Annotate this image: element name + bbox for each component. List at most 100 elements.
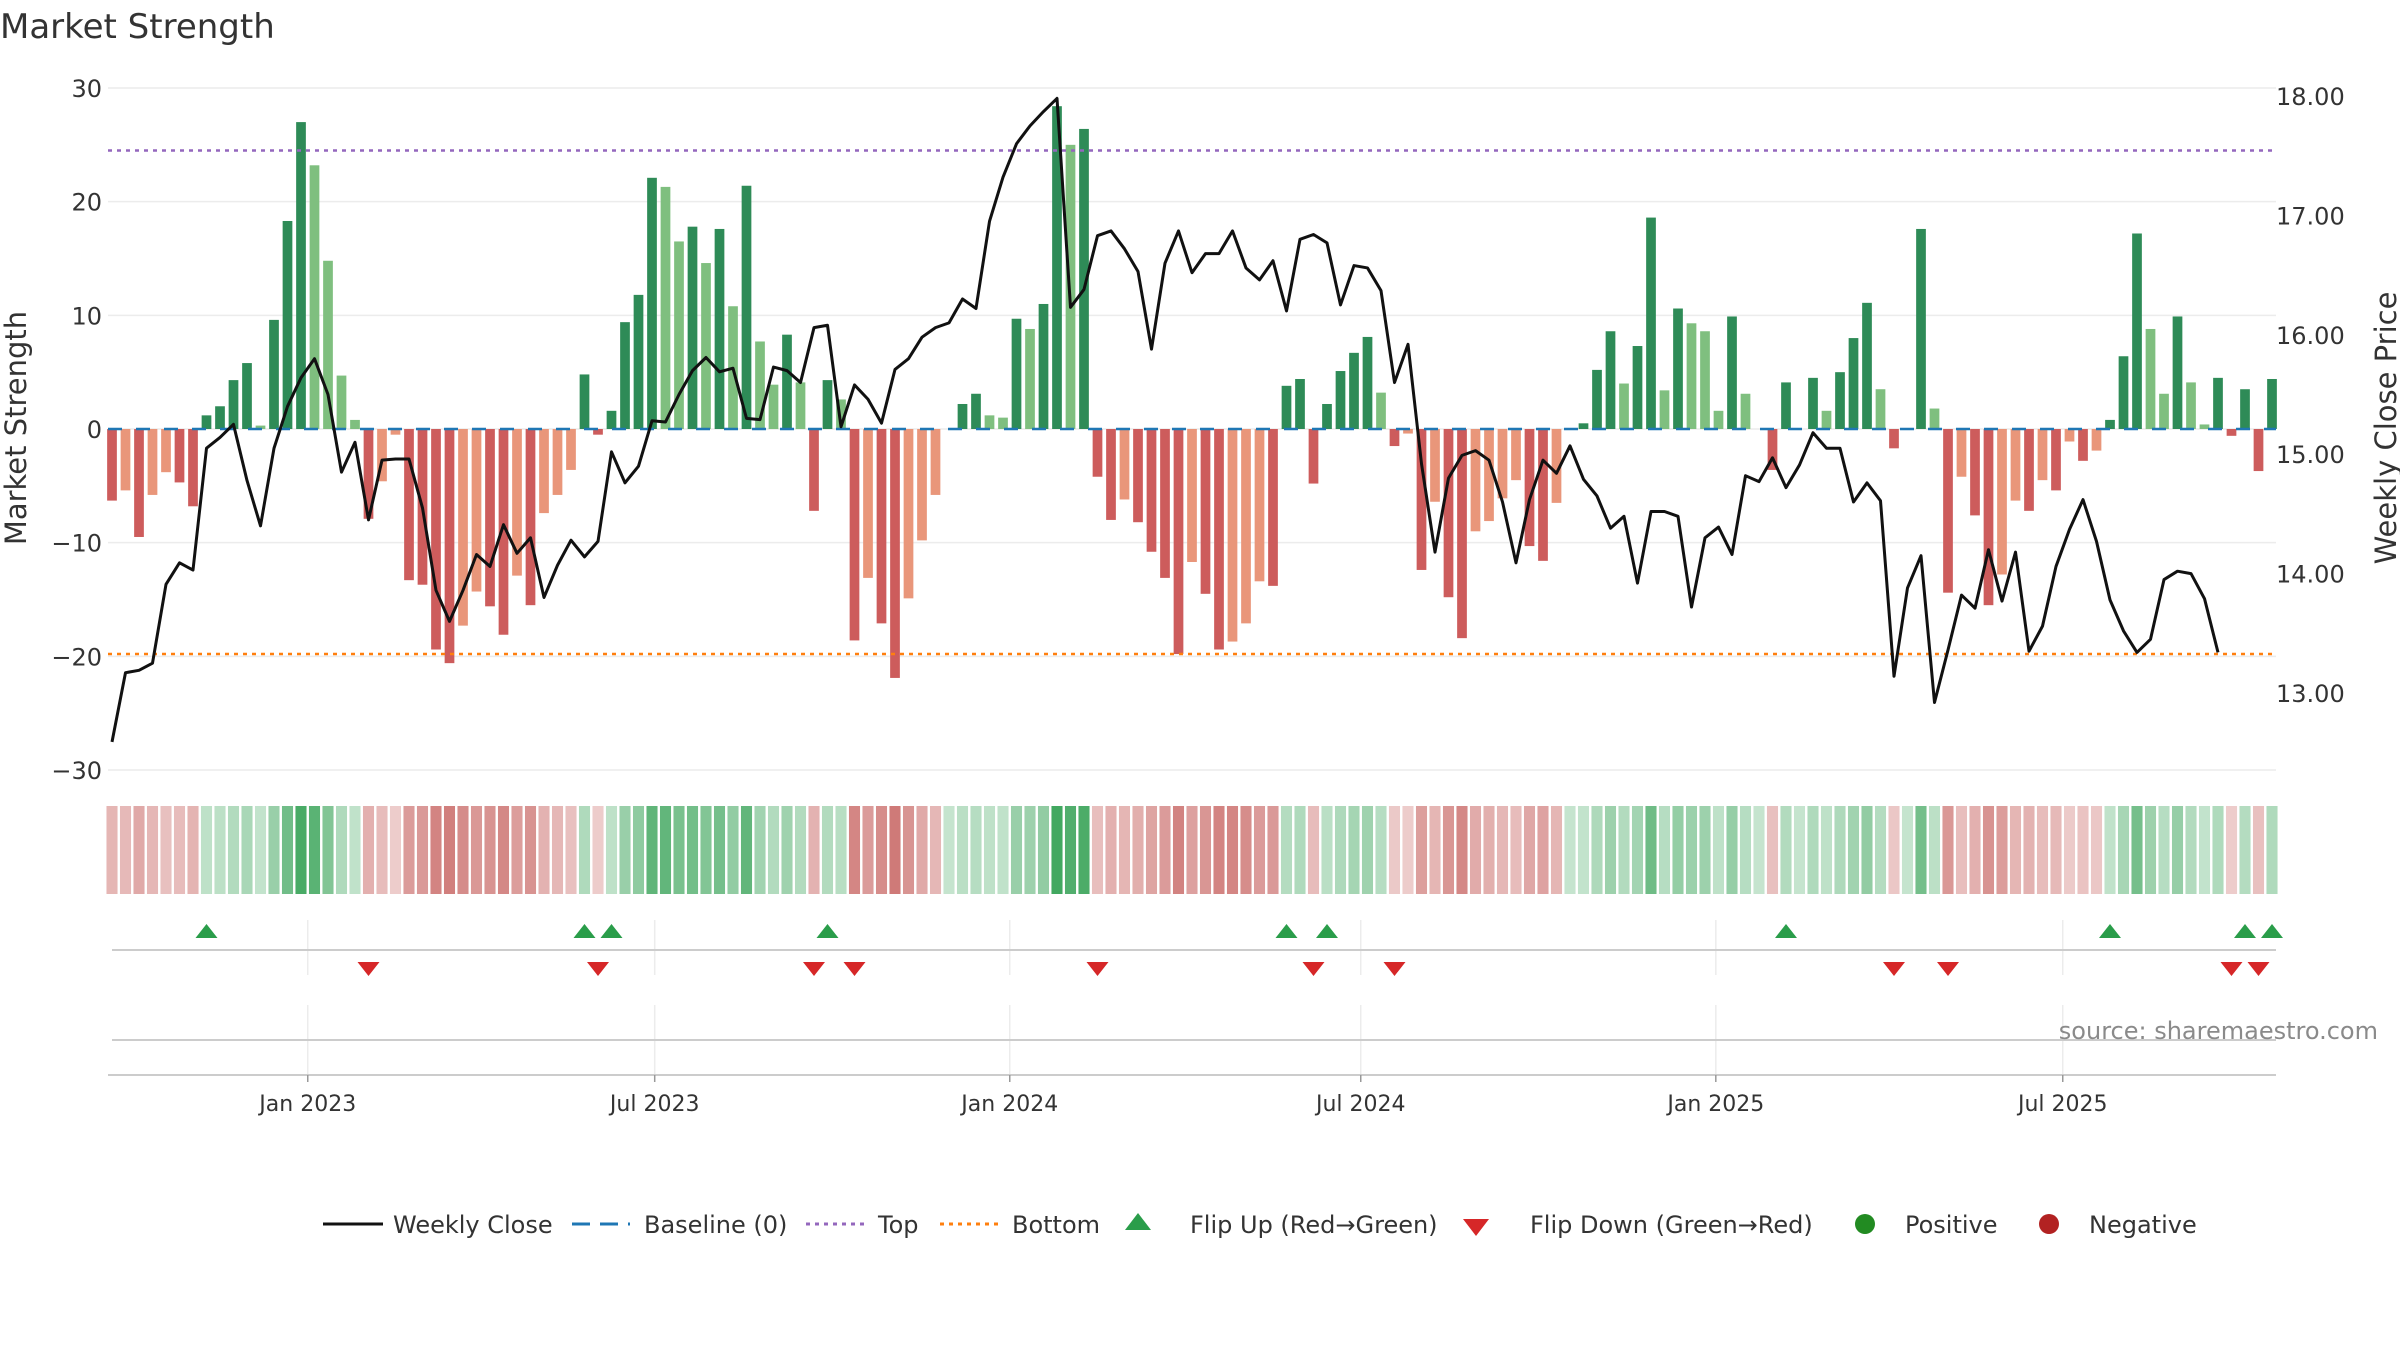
strength-bar [1767, 429, 1778, 470]
flip-down-marker [1883, 962, 1905, 976]
strength-bar [1403, 429, 1413, 434]
heat-cell [200, 806, 213, 894]
flip-down-marker [1302, 962, 1325, 976]
strength-bar [1808, 377, 1818, 429]
flip-down-marker [357, 962, 380, 976]
heat-cell [754, 806, 766, 894]
heat-cell [2036, 806, 2049, 894]
right-tick-label: 14.00 [2276, 561, 2345, 589]
flip-up-marker [2099, 924, 2121, 938]
heat-cell [2090, 806, 2103, 894]
strength-bar [1686, 323, 1697, 429]
heat-cell [1132, 806, 1144, 894]
heat-cell [457, 806, 469, 894]
heat-cell [1118, 806, 1131, 894]
strength-bar [687, 226, 698, 429]
strength-bar [741, 185, 752, 429]
strength-bar [1781, 382, 1791, 429]
heat-cell [1537, 806, 1549, 894]
right-axis-ticks: 18.00 17.00 16.00 15.00 14.00 13.00 [2276, 83, 2345, 708]
strength-bar [1227, 429, 1238, 642]
strength-bar [1173, 429, 1184, 655]
strength-bar [2145, 328, 2156, 429]
heat-cell [1618, 806, 1630, 894]
strength-bar [188, 429, 198, 507]
strength-bar [930, 429, 941, 495]
heat-cell [565, 806, 577, 894]
strength-bar [836, 399, 846, 429]
right-tick-label: 15.00 [2276, 441, 2345, 469]
heat-cell [2009, 806, 2022, 894]
strength-bar [1916, 228, 1926, 429]
strength-bar [1970, 429, 1980, 516]
chart-title: Market Strength [0, 7, 275, 47]
heat-cell [1753, 806, 1765, 894]
strength-bar [1997, 429, 2007, 575]
heat-cell [740, 806, 753, 894]
strength-bar [1119, 429, 1130, 500]
strength-bar [1511, 429, 1521, 481]
x-tick-label: Jul 2025 [2016, 1092, 2108, 1117]
strength-bar [1713, 410, 1724, 429]
heat-cell [889, 806, 901, 894]
heat-cell [943, 806, 955, 894]
strength-bar [1052, 106, 1062, 429]
strength-bar [566, 429, 576, 470]
strength-bars [107, 106, 2277, 678]
heat-cell [2023, 806, 2035, 894]
heat-cell [416, 806, 429, 894]
strength-bar [903, 429, 914, 599]
strength-bar [2226, 429, 2237, 436]
heat-cell [538, 806, 550, 894]
strength-bar [917, 429, 927, 541]
heat-cell [2117, 806, 2130, 894]
strength-bar [444, 429, 455, 664]
strength-bar [809, 429, 819, 511]
strength-bar [1956, 429, 1967, 477]
heat-cell [1766, 806, 1779, 894]
left-tick-label: 30 [71, 75, 102, 103]
heat-cell [1051, 806, 1063, 894]
strength-bar [1079, 128, 1089, 430]
strength-bar [296, 122, 306, 429]
heat-cell [1469, 806, 1482, 894]
strength-bar [390, 429, 401, 435]
heat-cell [511, 806, 523, 894]
strength-bar [1160, 429, 1170, 578]
heat-cell [1996, 806, 2008, 894]
strength-bar [525, 429, 536, 606]
strength-bar [1308, 429, 1319, 484]
strength-bar [1821, 410, 1832, 429]
strength-bar [1133, 429, 1143, 523]
heat-cell [1375, 806, 1387, 894]
heat-cell [254, 806, 267, 894]
strength-bar [1025, 328, 1035, 429]
heat-cell [1550, 806, 1563, 894]
strength-bar [512, 429, 522, 576]
strength-bar [822, 380, 833, 429]
strength-bar [1632, 346, 1643, 429]
strength-bar [890, 429, 900, 678]
heat-cell [578, 806, 591, 894]
flip-down-marker [803, 962, 825, 976]
strength-bar [1875, 389, 1886, 429]
strength-bar [1592, 369, 1602, 429]
legend-positive-icon [1855, 1214, 1875, 1234]
strength-bar [215, 406, 225, 429]
heat-cell [1645, 806, 1657, 894]
heat-cell [2239, 806, 2251, 894]
heat-cell [1699, 806, 1711, 894]
strength-bar [795, 382, 806, 429]
strength-bar [1889, 429, 1899, 449]
strength-bar [282, 220, 293, 429]
strength-bar [1524, 429, 1535, 547]
strength-bar [957, 403, 968, 429]
heat-cell [659, 806, 672, 894]
strength-bar [161, 429, 171, 473]
heat-cell [1523, 806, 1536, 894]
heat-cell [632, 806, 645, 894]
x-tick-label: Jul 2023 [608, 1092, 700, 1117]
strength-bar [1038, 303, 1049, 429]
strength-bar [1619, 383, 1629, 429]
